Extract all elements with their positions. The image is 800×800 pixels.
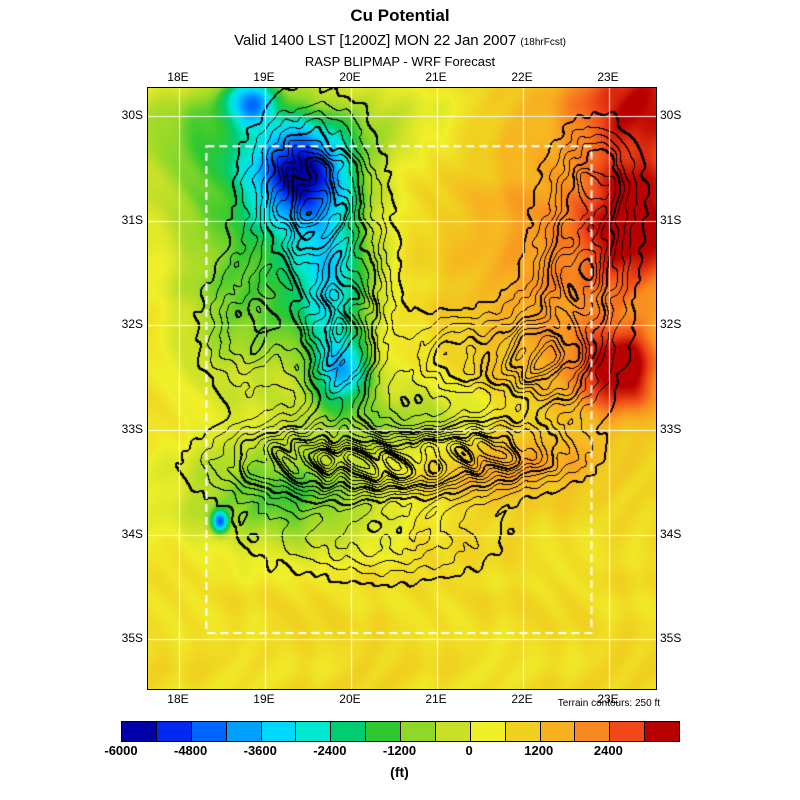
terrain-contours-note: Terrain contours: 250 ft bbox=[557, 698, 660, 709]
colorbar-segment bbox=[261, 722, 297, 741]
lat-tick-left: 33S bbox=[121, 421, 143, 436]
lat-tick-right: 32S bbox=[660, 317, 682, 332]
chart-header: Cu Potential Valid 1400 LST [1200Z] MON … bbox=[0, 6, 800, 69]
lat-tick-left: 32S bbox=[121, 317, 143, 332]
lat-tick-right: 31S bbox=[660, 212, 682, 227]
lat-tick-left: 35S bbox=[121, 631, 143, 646]
colorbar-segment bbox=[575, 722, 611, 741]
model-name: RASP BLIPMAP - WRF Forecast bbox=[304, 54, 496, 69]
colorbar-segment bbox=[401, 722, 436, 741]
colorbar-tick-label: -2400 bbox=[313, 743, 347, 758]
colorbar-unit: (ft) bbox=[390, 764, 409, 780]
colorbar bbox=[121, 721, 680, 742]
map-frame bbox=[147, 87, 657, 690]
colorbar-tick-label: -1200 bbox=[382, 743, 417, 758]
lon-tick-top: 20E bbox=[339, 70, 361, 84]
lat-tick-left: 31S bbox=[121, 212, 143, 227]
colorbar-segment bbox=[610, 722, 646, 741]
lon-tick-bottom: 18E bbox=[167, 692, 189, 706]
colorbar-tick-label: 2400 bbox=[593, 743, 623, 758]
colorbar-tick-label: -3600 bbox=[243, 743, 277, 758]
lat-tick-right: 34S bbox=[660, 526, 682, 541]
colorbar-segment bbox=[505, 722, 541, 741]
lat-tick-right: 30S bbox=[660, 108, 682, 123]
colorbar-segment bbox=[540, 722, 576, 741]
lon-tick-top: 19E bbox=[253, 70, 275, 84]
lat-tick-left: 30S bbox=[121, 108, 143, 123]
colorbar-segment bbox=[226, 722, 262, 741]
lon-tick-top: 21E bbox=[425, 70, 447, 84]
lon-tick-bottom: 23E bbox=[597, 692, 619, 706]
lon-tick-bottom: 22E bbox=[511, 692, 533, 706]
colorbar-segment bbox=[296, 722, 332, 741]
lon-tick-top: 18E bbox=[167, 70, 189, 84]
valid-time-line: Valid 1400 LST [1200Z] MON 22 Jan 2007 (… bbox=[0, 32, 800, 49]
colorbar-tick-label: -6000 bbox=[104, 743, 138, 758]
forecast-hour-suffix: (18hrFcst) bbox=[520, 37, 566, 48]
valid-time-text: Valid 1400 LST [1200Z] MON 22 Jan 2007 bbox=[234, 32, 517, 49]
lat-tick-right: 33S bbox=[660, 421, 682, 436]
colorbar-tick-label: -4800 bbox=[174, 743, 208, 758]
colorbar-segment bbox=[366, 722, 401, 741]
colorbar-tick-label: 1200 bbox=[524, 743, 554, 758]
chart-title: Cu Potential bbox=[350, 6, 450, 25]
lon-tick-top: 23E bbox=[597, 70, 619, 84]
colorbar-segment bbox=[122, 722, 157, 741]
colorbar-segment bbox=[331, 722, 367, 741]
lon-tick-top: 22E bbox=[511, 70, 533, 84]
lon-tick-bottom: 19E bbox=[253, 692, 275, 706]
colorbar-tick-label: 0 bbox=[465, 743, 473, 758]
colorbar-segment bbox=[191, 722, 227, 741]
lon-tick-bottom: 21E bbox=[425, 692, 447, 706]
lat-tick-left: 34S bbox=[121, 526, 143, 541]
colorbar-segment bbox=[435, 722, 471, 741]
map-canvas bbox=[148, 88, 656, 689]
colorbar-segment bbox=[470, 722, 506, 741]
colorbar-segment bbox=[156, 722, 192, 741]
colorbar-segment bbox=[645, 722, 679, 741]
lon-tick-bottom: 20E bbox=[339, 692, 361, 706]
lat-tick-right: 35S bbox=[660, 631, 682, 646]
